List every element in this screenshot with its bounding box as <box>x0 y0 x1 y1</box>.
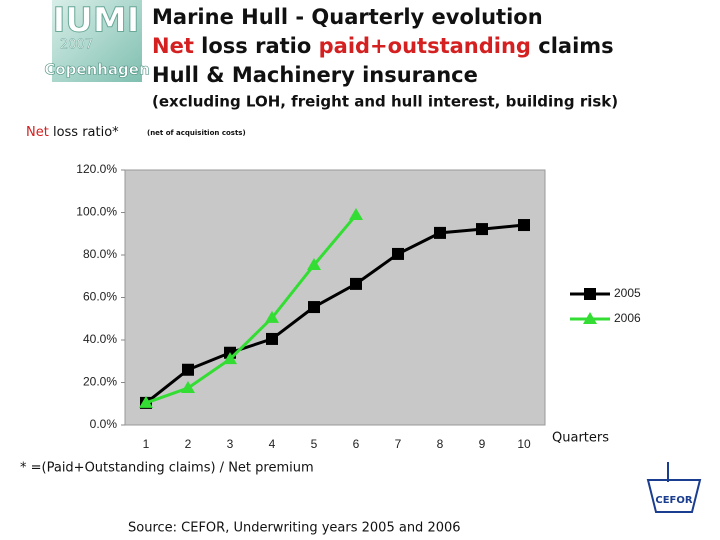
marker <box>350 277 362 290</box>
text-part: loss ratio* <box>53 125 119 140</box>
x-label: Quarters <box>552 431 609 446</box>
marker <box>349 208 363 221</box>
chart: 0.0% 20.0% 40.0% 60.0% 80.0% 100.0% 120.0% 1 2 3 4… <box>76 162 641 451</box>
x-tick-label: 2 <box>185 437 192 451</box>
marker <box>308 301 320 314</box>
legend-marker <box>584 288 596 300</box>
cefor-logo: CEFOR <box>646 462 702 513</box>
marker <box>518 219 530 232</box>
marker <box>265 310 279 323</box>
logo-ship <box>646 479 702 513</box>
text-part: paid+outstanding <box>319 34 531 58</box>
marker <box>434 226 446 239</box>
marker <box>476 223 488 236</box>
text-part: Hull & Machinery insurance <box>152 63 478 87</box>
x-tick-label: 6 <box>353 437 360 451</box>
marker <box>182 363 194 376</box>
logo-year: 2007 <box>60 38 93 53</box>
x-tick-label: 7 <box>395 437 402 451</box>
marker <box>139 395 153 408</box>
title-line: Hull & Machinery insurance <box>152 63 478 87</box>
text-part: claims <box>538 34 613 58</box>
text-part: Net <box>152 34 194 58</box>
title-line: Net loss ratio paid+outstanding claims <box>152 34 614 58</box>
y-tick-label: 20.0% <box>83 375 117 389</box>
x-tick-label: 9 <box>479 437 486 451</box>
logo-text: IUMI <box>53 1 140 41</box>
y-tick-label: 0.0% <box>90 417 118 431</box>
x-tick-label: 8 <box>437 437 444 451</box>
text-part: loss ratio <box>201 34 311 58</box>
marker <box>392 247 404 260</box>
logo-text: CEFOR <box>655 495 693 506</box>
y-label: Net loss ratio* <box>26 125 119 140</box>
title-line: Marine Hull - Quarterly evolution <box>152 5 543 29</box>
footnote: * =(Paid+Outstanding claims) / Net premi… <box>20 461 314 476</box>
legend-label: 2005 <box>614 286 641 300</box>
subtitle: (excluding LOH, freight and hull interes… <box>152 93 618 111</box>
x-tick-label: 10 <box>517 437 531 451</box>
y-tick-label: 100.0% <box>76 205 117 219</box>
text-part: Marine Hull - Quarterly evolution <box>152 5 543 29</box>
text-part: Net <box>26 125 49 140</box>
series-line <box>145 214 358 405</box>
x-tick-label: 3 <box>227 437 234 451</box>
y-tick-label: 60.0% <box>83 290 117 304</box>
marker <box>266 332 278 345</box>
x-tick-label: 4 <box>269 437 276 451</box>
x-tick-label: 1 <box>143 437 150 451</box>
y-tick-label: 120.0% <box>76 162 117 176</box>
marker <box>307 257 321 270</box>
x-tick-label: 5 <box>311 437 318 451</box>
logo-city: Copenhagen <box>44 61 149 79</box>
marker <box>223 352 237 365</box>
legend-marker <box>583 312 597 324</box>
series-line <box>145 223 525 405</box>
source: Source: CEFOR, Underwriting years 2005 a… <box>128 521 461 536</box>
legend-label: 2006 <box>614 311 641 325</box>
y-tick-label: 80.0% <box>83 247 117 261</box>
marker <box>181 381 195 394</box>
iumi-logo: IUMI 2007 Copenhagen <box>44 0 150 82</box>
y-tick-label: 40.0% <box>83 332 117 346</box>
y-label-note: (net of acquisition costs) <box>147 129 246 137</box>
logo-bg <box>52 0 142 82</box>
